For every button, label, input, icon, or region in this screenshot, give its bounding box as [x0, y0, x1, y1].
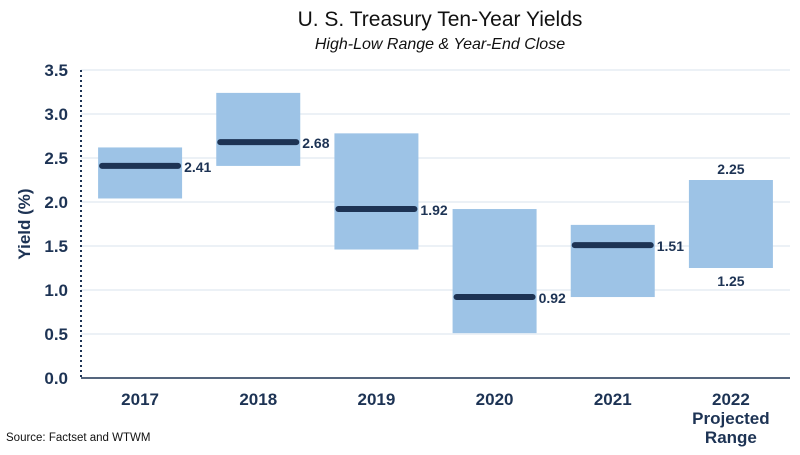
y-axis-label: Yield (%)	[15, 188, 34, 259]
y-tick-label: 1.0	[44, 281, 68, 300]
range-bar	[334, 133, 419, 250]
y-tick-label: 1.5	[44, 237, 68, 256]
range-bar	[688, 180, 773, 268]
close-value-label: 1.51	[657, 238, 684, 254]
gridlines	[81, 69, 790, 379]
range-bar	[216, 92, 301, 166]
x-tick-label: Range	[705, 428, 757, 447]
x-tick-label: 2017	[121, 390, 159, 409]
x-tick-label: 2019	[358, 390, 396, 409]
y-tick-label: 0.0	[44, 369, 68, 388]
x-tick-label: 2022	[712, 390, 750, 409]
y-tick-label: 3.0	[44, 105, 68, 124]
close-value-label: 2.41	[184, 159, 211, 175]
range-bars: 2.41 2.68 1.92 0.92 1.51 2.25 1.25	[98, 92, 773, 334]
close-value-label: 2.68	[302, 135, 329, 151]
y-tick-label: 3.5	[44, 61, 68, 80]
y-tick-label: 0.5	[44, 325, 68, 344]
y-tick-label: 2.0	[44, 193, 68, 212]
range-bar	[570, 224, 655, 298]
range-bar	[452, 209, 537, 334]
high-value-label: 2.25	[717, 161, 744, 177]
chart-subtitle: High-Low Range & Year-End Close	[314, 36, 566, 53]
x-tick-label: 2021	[594, 390, 632, 409]
x-tick-label: 2018	[239, 390, 277, 409]
y-tick-labels: 0.0 0.5 1.0 1.5 2.0 2.5 3.0 3.5	[44, 61, 68, 388]
source-note: Source: Factset and WTWM	[6, 432, 151, 444]
chart-title: U. S. Treasury Ten-Year Yields	[297, 8, 583, 31]
y-tick-label: 2.5	[44, 149, 68, 168]
x-tick-label: Projected	[692, 409, 769, 428]
close-value-label: 0.92	[539, 290, 566, 306]
close-value-label: 1.92	[420, 202, 447, 218]
range-bar	[98, 147, 183, 199]
low-value-label: 1.25	[717, 273, 744, 289]
x-tick-label: 2020	[476, 390, 514, 409]
